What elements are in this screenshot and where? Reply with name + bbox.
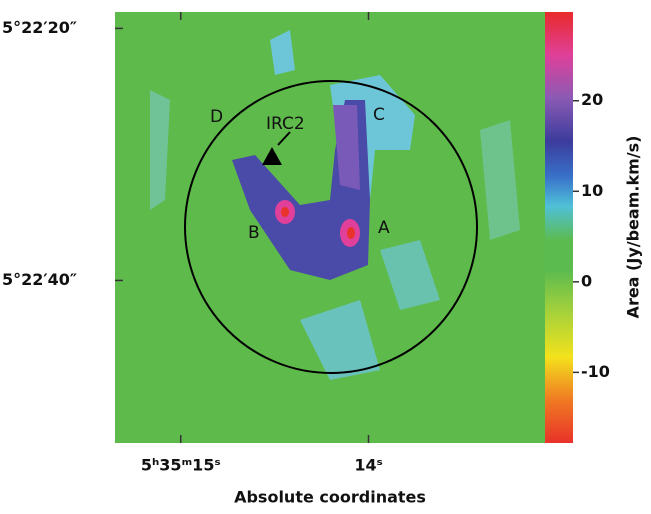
beam-circle — [184, 80, 478, 374]
annotation: B — [248, 223, 260, 243]
colorbar-tick-label: -10 — [581, 362, 610, 381]
colorbar-tick-label: 0 — [581, 271, 592, 290]
emission — [150, 30, 520, 380]
annotation: IRC2 — [266, 114, 305, 134]
annotation: A — [378, 218, 390, 238]
colorbar — [545, 12, 573, 443]
colorbar-tick-label: 10 — [581, 181, 603, 200]
annotation: D — [210, 107, 223, 127]
colorbar-tick-label: 20 — [581, 90, 603, 109]
irc2-marker — [262, 147, 282, 165]
x-tick-label: 14ˢ — [354, 456, 382, 475]
x-tick-label: 5ʰ35ᵐ15ˢ — [141, 456, 221, 475]
y-tick-label: 5°22′20″ — [2, 18, 77, 37]
x-axis-title: Absolute coordinates — [234, 488, 426, 507]
annotation: C — [373, 105, 385, 125]
irc2-arrow — [277, 131, 291, 146]
y-tick-label: 5°22′40″ — [2, 270, 77, 289]
colorbar-title: Area (Jy/beam.km/s) — [624, 136, 643, 319]
